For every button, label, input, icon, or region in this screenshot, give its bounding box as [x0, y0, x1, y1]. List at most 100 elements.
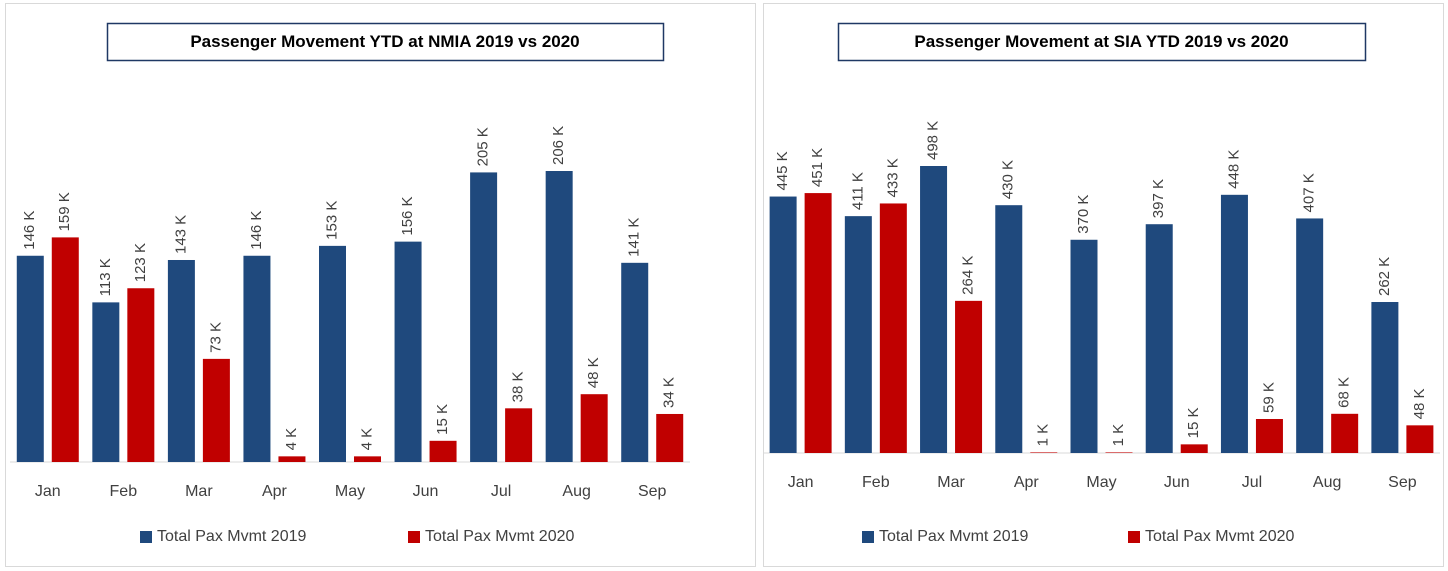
value-label: 15 K — [1185, 407, 1202, 438]
value-label: 498 K — [925, 121, 942, 160]
value-label: 59 K — [1260, 382, 1277, 413]
bar — [545, 171, 573, 462]
title-box — [837, 22, 1367, 62]
bar — [1145, 224, 1173, 453]
bar — [1296, 218, 1324, 453]
value-label: 430 K — [1000, 160, 1017, 199]
x-tick-label: Sep — [1388, 474, 1417, 491]
bar — [920, 166, 948, 453]
bar — [1070, 239, 1098, 453]
title-box — [106, 22, 665, 62]
bar — [51, 237, 79, 462]
panel — [763, 3, 1444, 567]
legend-label: Total Pax Mvmt 2019 — [157, 528, 307, 545]
x-tick-label: Feb — [110, 483, 138, 500]
bar — [955, 300, 983, 453]
legend-label: Total Pax Mvmt 2020 — [1145, 528, 1295, 545]
chart-title: Passenger Movement at SIA YTD 2019 vs 20… — [914, 32, 1288, 51]
bar — [804, 193, 832, 453]
value-label: 38 K — [510, 371, 527, 402]
x-tick-label: Feb — [862, 474, 890, 491]
bar — [1331, 413, 1359, 453]
bar — [1371, 302, 1399, 453]
x-tick-label: Jun — [413, 483, 439, 500]
bar — [1220, 194, 1248, 454]
value-label: 68 K — [1336, 377, 1353, 408]
x-tick-label: Apr — [262, 483, 288, 500]
legend-label: Total Pax Mvmt 2020 — [425, 528, 575, 545]
bar — [202, 358, 230, 462]
value-label: 1 K — [1110, 424, 1127, 447]
value-label: 48 K — [1411, 388, 1428, 419]
x-tick-label: Apr — [1014, 474, 1040, 491]
x-tick-label: May — [335, 483, 365, 500]
legend-swatch — [1128, 531, 1140, 543]
value-label: 205 K — [475, 127, 492, 166]
x-tick-label: Mar — [937, 474, 965, 491]
x-tick-label: Aug — [562, 483, 590, 500]
bar — [319, 245, 346, 462]
value-label: 397 K — [1150, 179, 1167, 218]
value-label: 370 K — [1075, 195, 1092, 234]
bar — [394, 241, 422, 462]
bar — [127, 288, 155, 462]
bar — [167, 259, 195, 462]
bar — [656, 413, 684, 462]
value-label: 153 K — [323, 201, 340, 240]
value-label: 146 K — [21, 211, 38, 250]
value-label: 141 K — [626, 218, 643, 257]
value-label: 156 K — [399, 196, 416, 235]
x-tick-label: Jun — [1164, 474, 1190, 491]
legend-swatch — [140, 531, 152, 543]
bar — [16, 255, 44, 462]
value-label: 4 K — [283, 428, 300, 451]
value-label: 451 K — [809, 148, 826, 187]
legend-swatch — [862, 531, 874, 543]
bar — [470, 172, 498, 462]
value-label: 34 K — [661, 377, 678, 408]
chart-title: Passenger Movement YTD at NMIA 2019 vs 2… — [190, 32, 579, 51]
value-label: 206 K — [550, 126, 567, 165]
value-label: 73 K — [207, 322, 224, 353]
value-label: 143 K — [172, 215, 189, 254]
bar — [1180, 444, 1208, 453]
bar — [278, 456, 306, 462]
value-label: 433 K — [884, 158, 901, 197]
value-label: 264 K — [960, 256, 977, 295]
legend-label: Total Pax Mvmt 2019 — [879, 528, 1029, 545]
bar — [844, 216, 872, 453]
value-label: 407 K — [1301, 173, 1318, 212]
value-label: 159 K — [56, 192, 73, 231]
bar — [1406, 425, 1434, 453]
x-tick-label: Sep — [638, 483, 667, 500]
x-tick-label: Aug — [1313, 474, 1341, 491]
bar — [1030, 452, 1058, 453]
x-tick-label: May — [1086, 474, 1116, 491]
value-label: 113 K — [97, 258, 114, 296]
bar — [429, 440, 457, 462]
value-label: 262 K — [1376, 257, 1393, 296]
value-label: 15 K — [434, 404, 451, 435]
value-label: 48 K — [585, 357, 602, 388]
bar — [621, 262, 649, 462]
x-tick-label: Jan — [35, 483, 61, 500]
bar — [1105, 452, 1133, 453]
bar — [354, 456, 381, 462]
bar — [769, 196, 797, 453]
x-tick-label: Jan — [788, 474, 814, 491]
bar — [92, 302, 120, 462]
bar — [505, 408, 533, 462]
value-label: 1 K — [1035, 424, 1052, 447]
bar — [995, 205, 1023, 453]
value-label: 146 K — [248, 211, 265, 250]
legend-swatch — [408, 531, 420, 543]
value-label: 445 K — [774, 151, 791, 190]
bar — [879, 203, 907, 453]
x-tick-label: Mar — [185, 483, 213, 500]
bar — [243, 255, 271, 462]
value-label: 123 K — [132, 243, 149, 282]
bar — [1255, 418, 1283, 453]
value-label: 411 K — [849, 172, 866, 210]
